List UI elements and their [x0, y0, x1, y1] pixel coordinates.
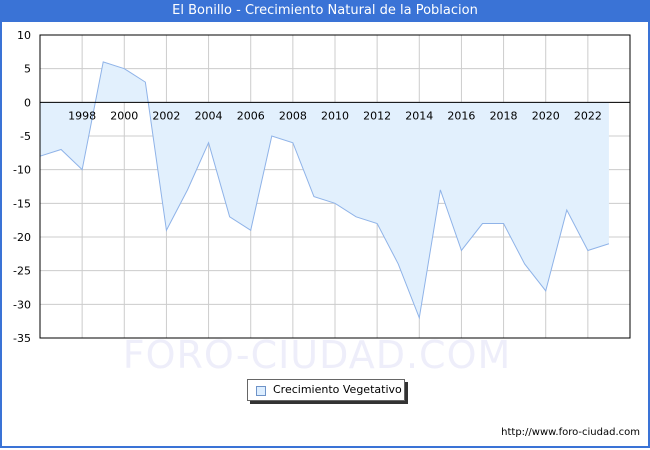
x-tick-label: 2014	[405, 109, 433, 122]
x-tick-label: 2000	[110, 109, 138, 122]
x-tick-label: 2020	[532, 109, 560, 122]
watermark: FORO-CIUDAD.COM	[123, 333, 512, 377]
y-tick-label: -20	[13, 231, 31, 244]
x-tick-label: 1998	[68, 109, 96, 122]
y-tick-label: -10	[13, 164, 31, 177]
legend: Crecimiento Vegetativo	[247, 379, 405, 401]
area-fill	[40, 61, 609, 318]
x-tick-label: 2002	[152, 109, 180, 122]
x-tick-label: 2008	[279, 109, 307, 122]
x-tick-label: 2022	[574, 109, 602, 122]
y-tick-label: 0	[24, 96, 31, 109]
x-tick-label: 2006	[237, 109, 265, 122]
legend-label: Crecimiento Vegetativo	[273, 383, 402, 396]
y-tick-label: 5	[24, 63, 31, 76]
legend-swatch-icon	[256, 386, 266, 396]
x-tick-label: 2012	[363, 109, 391, 122]
y-tick-label: -30	[13, 298, 31, 311]
y-tick-label: -5	[20, 130, 31, 143]
x-tick-label: 2010	[321, 109, 349, 122]
x-tick-label: 2004	[195, 109, 223, 122]
x-tick-label: 2018	[490, 109, 518, 122]
y-tick-label: -35	[13, 332, 31, 345]
data-line	[39, 61, 610, 320]
y-tick-label: -25	[13, 265, 31, 278]
y-tick-label: -15	[13, 197, 31, 210]
plot-border	[39, 34, 631, 339]
source-url: http://www.foro-ciudad.com	[501, 427, 640, 438]
y-tick-label: 10	[17, 29, 31, 42]
x-tick-label: 2016	[447, 109, 475, 122]
chart-title: El Bonillo - Crecimiento Natural de la P…	[0, 0, 650, 22]
